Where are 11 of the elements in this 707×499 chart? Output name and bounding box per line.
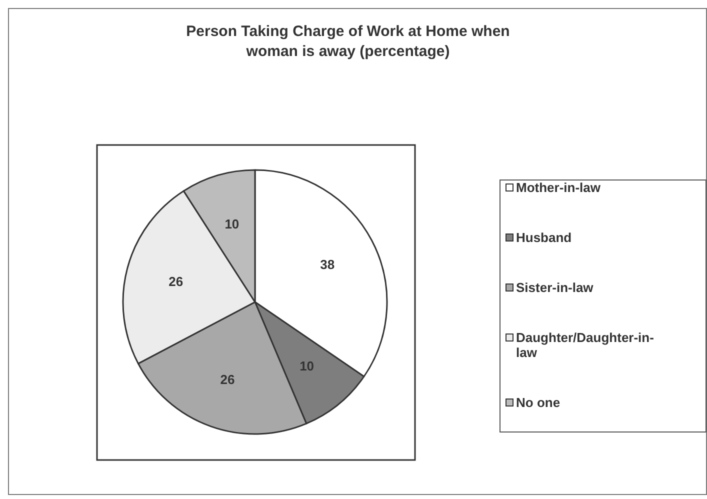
- legend-label: Daughter/Daughter-in-law: [516, 330, 654, 360]
- data-label: 26: [168, 274, 184, 290]
- legend-label: Sister-in-law: [516, 280, 594, 295]
- data-label: 10: [224, 216, 240, 232]
- data-label: 10: [300, 358, 314, 374]
- chart-title: Person Taking Charge of Work at Home when woman is away (percentage): [186, 23, 510, 60]
- data-label: 26: [220, 372, 235, 388]
- legend-label: Husband: [516, 230, 572, 245]
- data-label: 38: [320, 256, 335, 272]
- legend-label: No one: [516, 395, 560, 410]
- legend-label: Mother-in-law: [516, 180, 602, 195]
